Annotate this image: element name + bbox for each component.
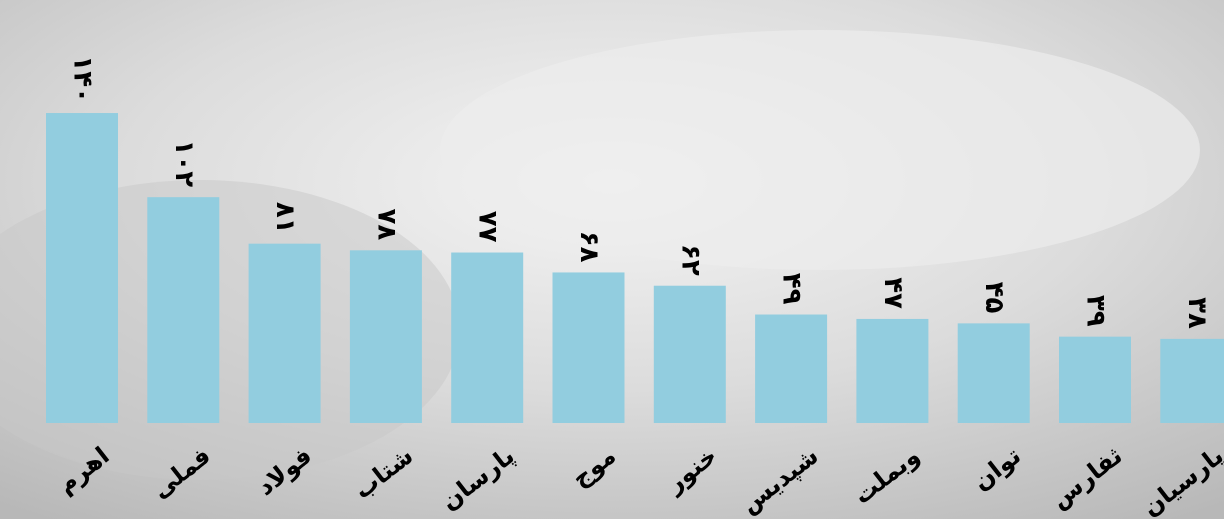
value-label: ۱۴۰ xyxy=(68,55,98,103)
value-label: ۴۷ xyxy=(878,277,908,309)
value-label: ۸۱ xyxy=(270,202,300,234)
bar xyxy=(653,285,726,423)
bar xyxy=(451,252,524,423)
value-label: ۶۲ xyxy=(675,244,705,276)
value-label: ۷۸ xyxy=(371,209,401,241)
value-label: ۶۸ xyxy=(574,231,604,263)
bar xyxy=(1059,336,1131,423)
background-shape xyxy=(440,30,1200,270)
value-label: ۳۸ xyxy=(1182,297,1212,329)
bar xyxy=(957,323,1030,423)
bar xyxy=(1160,338,1224,423)
bar xyxy=(349,250,422,423)
bar xyxy=(552,272,625,423)
value-label: ۷۷ xyxy=(473,211,503,243)
value-label: ۴۹ xyxy=(777,273,807,305)
bar xyxy=(147,197,220,423)
bar xyxy=(46,113,118,423)
value-label: ۴۵ xyxy=(979,282,1009,314)
value-label: ۱۰۲ xyxy=(169,140,199,188)
bar xyxy=(755,314,828,423)
value-label: ۳۹ xyxy=(1081,295,1111,327)
bar xyxy=(856,318,929,423)
bar xyxy=(248,243,321,423)
